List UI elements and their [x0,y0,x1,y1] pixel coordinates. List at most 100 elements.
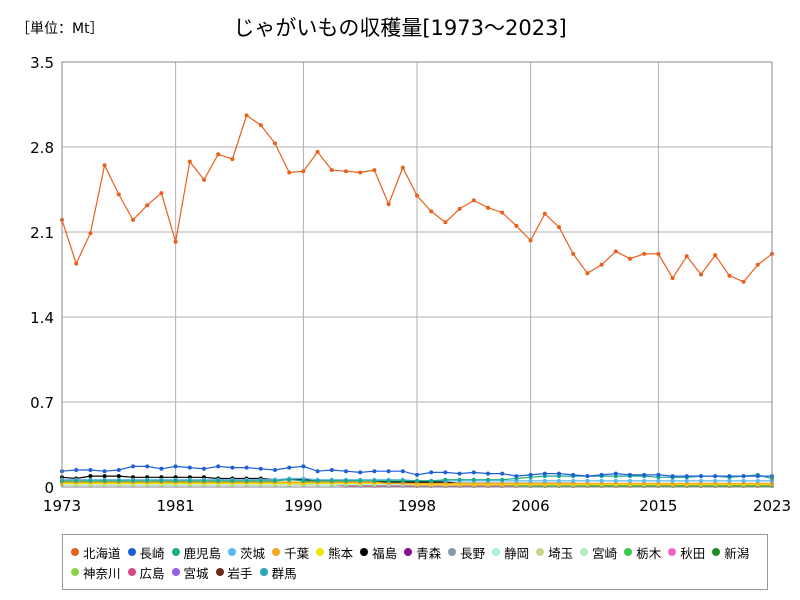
data-point [372,478,377,483]
data-point [429,478,434,483]
data-point [88,468,93,472]
data-point [486,471,490,476]
data-point [755,474,760,479]
x-axis-ticks: 1973 1981 1990 1998 2006 2015 2023 [43,497,791,515]
data-point [329,168,334,173]
data-point [88,474,93,479]
data-point [173,478,178,483]
legend-label: 宮城 [183,565,209,581]
legend-marker [259,568,268,576]
data-point [457,471,462,476]
x-tick-label: 1990 [284,497,322,515]
legend-marker [360,548,369,556]
legend-item: 静岡 [492,542,529,562]
data-point [400,469,405,474]
data-point [628,256,632,261]
y-tick-label: 2.1 [30,224,54,242]
data-point [713,474,718,479]
data-point [684,478,689,483]
legend-label: 宮崎 [592,545,618,561]
data-point [443,220,448,225]
data-point [131,464,135,469]
data-point [202,177,206,182]
data-point [429,470,434,475]
y-tick-label: 3.5 [30,54,54,72]
line-chart: 1973 1981 1990 1998 2006 2015 2023 0 0.7 1.4 2.1 2… [30,54,791,515]
data-point [486,205,490,210]
data-point [415,472,419,477]
data-point [301,464,306,469]
data-point [699,272,703,277]
data-point [344,169,348,174]
legend-marker [624,548,633,556]
data-point [173,239,178,244]
data-point [684,474,689,479]
data-point [599,478,604,483]
data-point [557,471,561,476]
data-point [315,469,320,474]
data-point [230,465,235,470]
plot-frame [61,61,773,488]
data-point [471,198,476,203]
data-point [415,193,419,198]
data-point [244,478,249,483]
legend-marker [404,548,413,556]
data-point [187,478,192,483]
data-point [329,468,334,472]
data-point [457,206,462,211]
data-point [102,474,107,479]
legend-item: 岩手 [215,562,253,582]
data-point [557,478,561,483]
data-point [500,210,505,215]
legend-marker [448,548,457,556]
data-point [159,466,164,471]
data-point [372,469,377,474]
y-tick-label: 1.4 [30,309,54,327]
legend-item: 広島 [127,562,165,582]
legend-label: 青森 [416,545,442,561]
data-point [358,470,363,475]
data-point [727,474,732,479]
legend-item: 千葉 [272,542,309,562]
legend-marker [171,568,180,576]
legend-label: 熊本 [328,545,354,561]
legend-label: 群馬 [271,565,297,581]
data-point [656,478,661,483]
data-point [571,478,576,483]
legend-marker [712,548,721,556]
data-point [429,209,434,214]
legend-marker [316,548,325,556]
data-point [684,254,689,259]
data-point [287,477,292,482]
data-point [585,271,590,276]
legend-marker [215,568,224,576]
data-point [131,478,135,483]
data-point [415,478,419,483]
data-point [287,465,292,470]
data-point [386,202,391,207]
data-point [613,249,618,254]
data-point [471,477,476,482]
data-point [386,469,391,474]
data-point [500,471,505,476]
legend-label: 長野 [460,545,486,561]
legend-item: 宮城 [171,562,209,582]
data-point [642,472,647,477]
data-point [88,478,93,483]
legend-item: 福島 [360,542,397,562]
data-point [613,471,618,476]
x-tick-label: 2006 [512,497,550,515]
data-point [74,468,79,472]
y-tick-label: 0 [44,479,54,497]
data-point [400,478,405,483]
data-point [457,477,462,482]
data-point [187,465,192,470]
data-point [216,152,221,157]
data-point [713,253,718,258]
data-point [400,165,405,170]
legend-label: 茨城 [240,545,266,561]
data-point [315,478,320,483]
grid-lines [61,61,773,488]
data-point [173,464,178,469]
data-point [202,466,206,471]
